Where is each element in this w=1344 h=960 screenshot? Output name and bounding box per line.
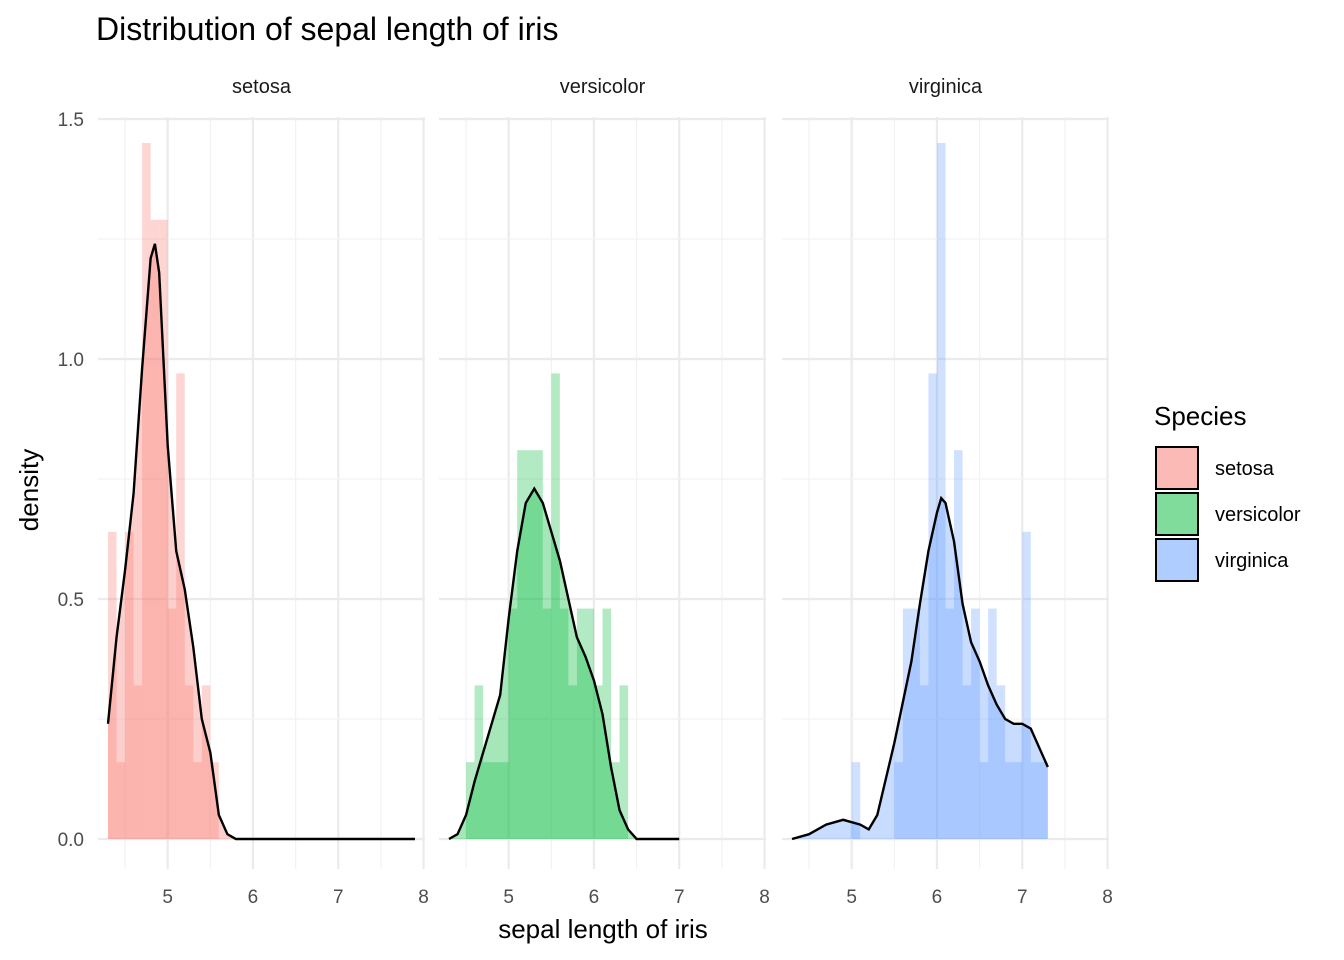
chart-title: Distribution of sepal length of iris: [96, 11, 558, 47]
x-tick-label: 7: [1017, 887, 1028, 908]
histogram-bar: [996, 685, 1006, 839]
y-tick-label: 0.0: [58, 830, 84, 851]
histogram-bar: [483, 762, 492, 839]
density-area: [108, 243, 415, 840]
histogram-bar: [193, 762, 202, 839]
histogram-bar: [1022, 531, 1031, 839]
y-tick-label: 0.5: [58, 590, 84, 611]
histogram-bar: [474, 685, 484, 839]
legend-label-versicolor: versicolor: [1215, 504, 1301, 526]
histogram-bar: [962, 685, 972, 839]
histogram-bar: [851, 762, 861, 839]
histogram-bar: [559, 608, 569, 839]
histogram-bar: [210, 762, 219, 839]
histogram-bar: [979, 762, 989, 839]
histogram-bar: [491, 762, 501, 839]
density-line: [448, 486, 680, 841]
x-tick-label: 8: [418, 887, 429, 908]
histogram-bar: [1030, 762, 1040, 839]
x-tick-label: 8: [1102, 887, 1113, 908]
histogram-bar: [988, 608, 997, 839]
legend-label-virginica: virginica: [1215, 550, 1289, 572]
histogram-bar: [142, 143, 151, 839]
histogram-bar: [568, 685, 577, 839]
histogram-bar: [894, 762, 903, 839]
x-tick-label: 6: [932, 887, 943, 908]
histogram-bar: [159, 219, 168, 840]
histogram-bar: [125, 531, 134, 839]
x-tick-label: 5: [846, 887, 857, 908]
y-axis-label: density: [14, 449, 44, 531]
histogram-bar: [576, 608, 586, 839]
facet-strip-label: setosa: [232, 76, 292, 98]
legend-key-setosa: [1155, 446, 1199, 490]
facet-panel-versicolor: versicolor 5 6 7 8: [439, 76, 770, 908]
legend-label-setosa: setosa: [1215, 458, 1275, 480]
legend-key-virginica: [1155, 538, 1199, 582]
histogram-bar: [911, 608, 920, 839]
facet-panel-setosa: setosa 5 6 7 8: [98, 76, 429, 908]
histogram-bar: [508, 608, 518, 839]
histogram-bar: [928, 373, 937, 839]
histogram-bar: [167, 608, 177, 839]
histogram-bar: [971, 608, 980, 839]
y-tick-label: 1.0: [58, 350, 84, 371]
x-axis-label: sepal length of iris: [498, 914, 708, 944]
histogram-bar: [176, 373, 185, 839]
histogram-bar: [585, 608, 594, 839]
density-line: [791, 495, 1049, 841]
histogram-bar: [1039, 762, 1048, 839]
histogram-bar: [593, 685, 603, 839]
histogram-bar: [534, 450, 543, 839]
histogram-bar: [133, 685, 143, 839]
histogram-bar: [184, 685, 194, 839]
y-tick-label: 1.5: [58, 110, 84, 131]
histogram-bar: [611, 762, 620, 839]
histogram-bar: [525, 450, 535, 839]
histogram-bar: [936, 143, 946, 839]
x-tick-label: 7: [333, 887, 344, 908]
histogram-bar: [902, 608, 912, 839]
x-tick-label: 6: [248, 887, 259, 908]
histogram-bar: [619, 685, 629, 839]
facet-panel-virginica: virginica 5 6 7 8: [782, 76, 1113, 908]
histogram-bar: [201, 685, 211, 839]
facet-strip-label: virginica: [909, 76, 983, 98]
density-line: [106, 243, 415, 841]
histogram-bar: [1013, 762, 1023, 839]
legend-key-versicolor: [1155, 492, 1199, 536]
x-tick-label: 5: [162, 887, 173, 908]
histogram-bar: [500, 762, 509, 839]
histogram-bar: [517, 450, 526, 839]
legend-title: Species: [1154, 401, 1247, 431]
histogram-bar: [116, 762, 126, 839]
histogram-bar: [542, 608, 552, 839]
x-tick-label: 7: [674, 887, 685, 908]
legend: Species setosa versicolor virginica: [1154, 401, 1301, 582]
x-tick-label: 6: [589, 887, 600, 908]
x-tick-label: 8: [759, 887, 770, 908]
density-area: [792, 498, 1048, 839]
histogram-bar: [150, 219, 160, 840]
histogram-bar: [954, 450, 963, 839]
x-tick-label: 5: [503, 887, 514, 908]
histogram-bar: [919, 685, 929, 839]
density-area: [449, 488, 680, 839]
facet-strip-label: versicolor: [560, 76, 646, 98]
histogram-bar: [1005, 762, 1014, 839]
histogram-bar: [551, 373, 560, 839]
histogram-bar: [602, 608, 612, 839]
histogram-bar: [945, 608, 955, 839]
